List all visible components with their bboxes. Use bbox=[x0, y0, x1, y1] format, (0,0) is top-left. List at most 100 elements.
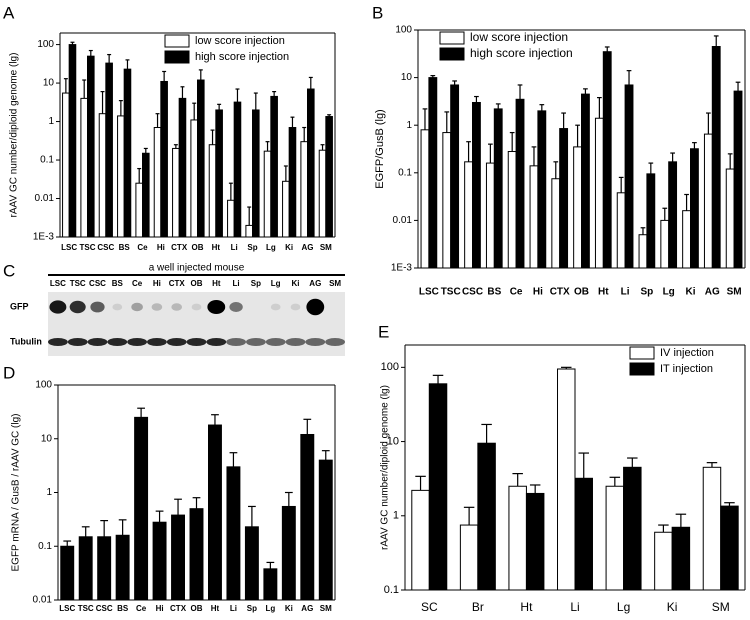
y-axis-label: EGFP mRNA / GusB / rAAV GC (lg) bbox=[11, 414, 22, 572]
legend-swatch bbox=[164, 34, 190, 48]
blot-title: a well injected mouse bbox=[149, 263, 245, 274]
tubulin-band bbox=[127, 338, 147, 346]
legend-label: high score injection bbox=[195, 51, 289, 63]
bar bbox=[605, 485, 625, 591]
legend-swatch bbox=[439, 31, 465, 45]
bar bbox=[226, 466, 241, 601]
legend-swatch bbox=[164, 50, 190, 64]
bar bbox=[227, 199, 235, 238]
tubulin-band bbox=[107, 338, 128, 346]
gfp-band bbox=[69, 300, 86, 314]
bar bbox=[459, 524, 479, 591]
x-tick-label: CTX bbox=[550, 287, 570, 298]
lane-label: SM bbox=[329, 279, 341, 288]
x-tick-label: SC bbox=[421, 600, 438, 614]
gfp-band bbox=[191, 303, 202, 311]
y-tick-label: 10 bbox=[387, 435, 399, 447]
bar bbox=[472, 101, 481, 269]
lane-label: Ht bbox=[212, 279, 221, 288]
y-tick-label: 10 bbox=[41, 433, 53, 444]
bar bbox=[300, 141, 308, 238]
tubulin-band bbox=[87, 338, 108, 346]
x-tick-label: Sp bbox=[641, 287, 654, 298]
bar bbox=[142, 152, 150, 238]
bar bbox=[252, 109, 260, 238]
x-tick-label: Ce bbox=[136, 604, 147, 613]
bar bbox=[178, 97, 187, 238]
bar bbox=[477, 442, 496, 591]
y-tick-label: 1E-3 bbox=[391, 263, 413, 274]
bar bbox=[682, 210, 691, 269]
bar bbox=[60, 545, 75, 601]
lane-label: OB bbox=[191, 279, 203, 288]
gfp-band bbox=[290, 303, 301, 311]
bar bbox=[281, 505, 296, 601]
bar bbox=[325, 116, 333, 238]
y-tick-label: 10 bbox=[401, 72, 413, 83]
bar bbox=[208, 144, 217, 238]
bar bbox=[668, 161, 678, 269]
bar bbox=[244, 526, 259, 601]
y-tick-label: 1 bbox=[48, 116, 54, 127]
bar bbox=[623, 466, 642, 591]
x-tick-label: Ht bbox=[211, 604, 220, 613]
gfp-band bbox=[131, 302, 143, 312]
lane-label: Ce bbox=[132, 279, 143, 288]
bar bbox=[690, 148, 699, 269]
bar bbox=[153, 127, 162, 238]
panel-letter: B bbox=[372, 3, 383, 22]
tubulin-band bbox=[325, 338, 345, 346]
x-tick-label: OB bbox=[574, 287, 589, 298]
x-tick-label: LSC bbox=[419, 287, 439, 298]
x-tick-label: Hi bbox=[156, 604, 164, 613]
bar bbox=[573, 146, 582, 269]
bar bbox=[197, 79, 205, 238]
gfp-band bbox=[171, 303, 183, 311]
tubulin-band bbox=[265, 338, 286, 346]
bar bbox=[616, 192, 626, 269]
bar bbox=[208, 424, 222, 601]
x-tick-label: Lg bbox=[663, 287, 675, 298]
bar bbox=[638, 234, 648, 269]
x-tick-label: Li bbox=[621, 287, 630, 298]
bar bbox=[307, 88, 315, 238]
bar bbox=[160, 80, 168, 238]
bar bbox=[98, 113, 107, 238]
tubulin-band bbox=[226, 338, 247, 346]
legend-label: low score injection bbox=[195, 35, 285, 47]
x-tick-label: Ce bbox=[510, 287, 523, 298]
bar bbox=[428, 383, 448, 591]
tubulin-band bbox=[305, 338, 326, 346]
bar bbox=[602, 51, 612, 269]
bar bbox=[215, 109, 223, 238]
x-tick-label: SM bbox=[712, 600, 730, 614]
bar bbox=[464, 161, 474, 269]
bar bbox=[263, 568, 278, 601]
panel-letter: E bbox=[378, 322, 389, 341]
x-tick-label: Ki bbox=[667, 600, 678, 614]
x-tick-label: Hi bbox=[533, 287, 543, 298]
bar bbox=[318, 459, 333, 601]
tubulin-band bbox=[206, 338, 227, 346]
tubulin-band bbox=[48, 338, 68, 346]
bar bbox=[172, 147, 180, 238]
lane-label: Hi bbox=[153, 279, 161, 288]
tubulin-band bbox=[166, 338, 187, 346]
gfp-band bbox=[49, 300, 67, 314]
bar bbox=[318, 149, 327, 238]
bar bbox=[78, 536, 93, 601]
bar bbox=[515, 98, 525, 269]
bar bbox=[300, 433, 315, 601]
y-tick-label: 1E-3 bbox=[33, 232, 55, 243]
bar bbox=[411, 489, 430, 591]
x-tick-label: Ki bbox=[285, 243, 293, 252]
y-tick-label: 0.1 bbox=[384, 584, 399, 596]
bar bbox=[703, 133, 713, 269]
y-axis-label: rAAV GC number/diploid genome (lg) bbox=[9, 53, 20, 218]
x-tick-label: SM bbox=[727, 287, 742, 298]
bar bbox=[654, 531, 673, 591]
lane-label: Ki bbox=[292, 279, 300, 288]
y-tick-label: 0.01 bbox=[393, 215, 413, 226]
lane-label: CSC bbox=[89, 279, 106, 288]
